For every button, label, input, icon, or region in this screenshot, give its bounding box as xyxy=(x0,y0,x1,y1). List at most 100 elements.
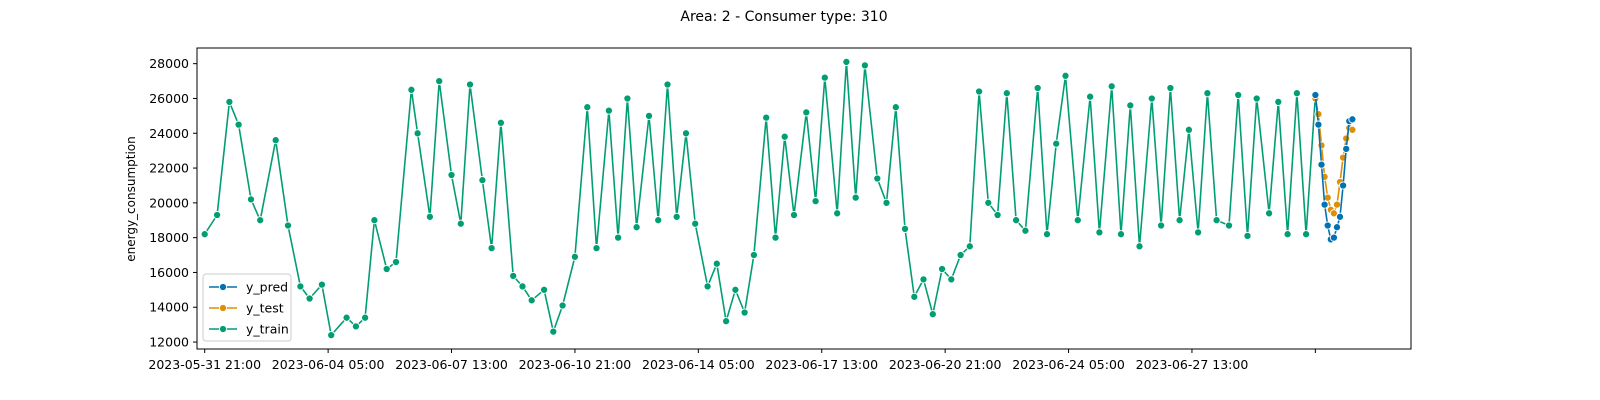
y-tick-label: 12000 xyxy=(149,335,189,350)
y_train-point xyxy=(919,275,928,284)
y_train-point xyxy=(802,108,811,117)
y_pred-point xyxy=(1348,115,1357,124)
y_train-point xyxy=(900,224,910,233)
y-tick-label: 26000 xyxy=(149,91,189,106)
y_train-point xyxy=(851,193,860,202)
y_pred-point xyxy=(1339,181,1348,190)
y_train-point xyxy=(975,87,984,96)
y_train-point xyxy=(965,242,974,251)
y_train-point xyxy=(1052,139,1061,148)
y_train-point xyxy=(1147,94,1156,103)
y_train-point xyxy=(833,209,842,218)
y_train-point xyxy=(478,176,487,185)
y_train-point xyxy=(1212,216,1221,225)
y-tick-label: 16000 xyxy=(149,265,189,280)
y_train-point xyxy=(361,313,370,322)
y_test-legend-label: y_test xyxy=(246,301,284,316)
y_train-point xyxy=(1012,216,1021,225)
y_test-point xyxy=(1329,209,1338,218)
y_train-point xyxy=(327,331,336,340)
y_train-point xyxy=(271,136,280,145)
y_train-point xyxy=(762,113,771,122)
y_train-point xyxy=(820,73,829,82)
y_train-point xyxy=(342,313,351,322)
y_train-point xyxy=(882,198,891,207)
y_pred-point xyxy=(1323,221,1332,230)
y_pred-point xyxy=(1335,212,1345,221)
x-axis: 2023-05-31 21:00 2023-06-04 05:00 2023-06-… xyxy=(148,349,1316,372)
y_train-point xyxy=(1086,92,1095,101)
y_train-point xyxy=(780,132,789,141)
y_train-point xyxy=(873,174,882,183)
x-tick-label: 2023-06-20 21:00 xyxy=(889,357,1002,372)
y_train-point xyxy=(1252,94,1261,103)
y_train-point xyxy=(592,244,601,253)
y_train-point xyxy=(256,216,265,225)
y_train-point xyxy=(928,310,937,319)
y_train-point xyxy=(1194,228,1203,237)
y_pred-legend-label: y_pred xyxy=(246,280,288,295)
y_train-point xyxy=(296,282,305,291)
y_train-point xyxy=(1234,90,1243,100)
y-tick-label: 24000 xyxy=(149,126,189,141)
y_train-point xyxy=(740,308,749,317)
y_train-point xyxy=(1274,97,1283,106)
x-tick-label: 2023-06-14 05:00 xyxy=(642,357,755,372)
y_train-point xyxy=(672,212,681,221)
y_train-point xyxy=(382,264,391,274)
y-tick-label: 28000 xyxy=(149,56,189,71)
y_pred-point xyxy=(1311,90,1320,100)
y_train-point xyxy=(435,77,444,86)
x-tick-label: 2023-06-27 13:00 xyxy=(1136,357,1249,372)
legend: y_pred y_test y_train xyxy=(202,273,292,342)
y_train-point xyxy=(509,271,518,280)
y_train-point xyxy=(1184,125,1193,134)
y_train-point xyxy=(749,250,758,260)
y_train-point xyxy=(1302,230,1311,239)
y_train-point xyxy=(1002,89,1011,98)
y_train-point xyxy=(1292,89,1301,98)
y_train-point xyxy=(1157,221,1166,230)
y_train-point xyxy=(771,233,780,242)
y_train-point xyxy=(1033,83,1042,93)
y_train-point xyxy=(789,210,799,220)
plot-area xyxy=(196,47,1412,350)
y_train-point xyxy=(644,111,654,120)
y_train-point xyxy=(558,301,567,310)
y_train-point xyxy=(456,219,465,228)
y_train-point xyxy=(496,118,505,127)
y_train-point xyxy=(1265,209,1274,218)
y_train-point xyxy=(703,282,712,291)
y_train-point xyxy=(860,61,869,70)
y_train-point xyxy=(540,285,549,294)
y_train-point xyxy=(1095,228,1104,237)
y_pred-point xyxy=(1329,233,1338,242)
y_test-series xyxy=(1311,94,1357,218)
y_train-series xyxy=(200,57,1320,340)
y_test-legend-marker xyxy=(218,303,228,313)
x-tick-label: 2023-06-07 13:00 xyxy=(395,357,508,372)
y_train-point xyxy=(465,80,475,89)
y_train-point xyxy=(712,259,721,268)
y_train-point xyxy=(632,223,641,232)
y_train-point xyxy=(811,197,820,206)
y_train-point xyxy=(654,216,663,225)
y_train-point xyxy=(731,285,740,294)
y_pred-point xyxy=(1314,120,1323,129)
y_train-point xyxy=(842,57,851,66)
y_train-point xyxy=(1203,89,1212,98)
y_train-point xyxy=(938,264,947,274)
y_train-point xyxy=(549,327,558,336)
y_train-point xyxy=(283,221,293,230)
y_train-point xyxy=(1116,230,1126,239)
y_pred-series xyxy=(1311,90,1357,244)
y_train-point xyxy=(722,317,731,326)
y_train-legend-marker xyxy=(218,324,228,334)
y_train-point xyxy=(1126,101,1135,110)
y_train-point xyxy=(1107,82,1116,91)
y_train-point xyxy=(1283,230,1292,239)
y_pred-legend-marker xyxy=(218,282,228,292)
y_train-point xyxy=(425,212,434,221)
